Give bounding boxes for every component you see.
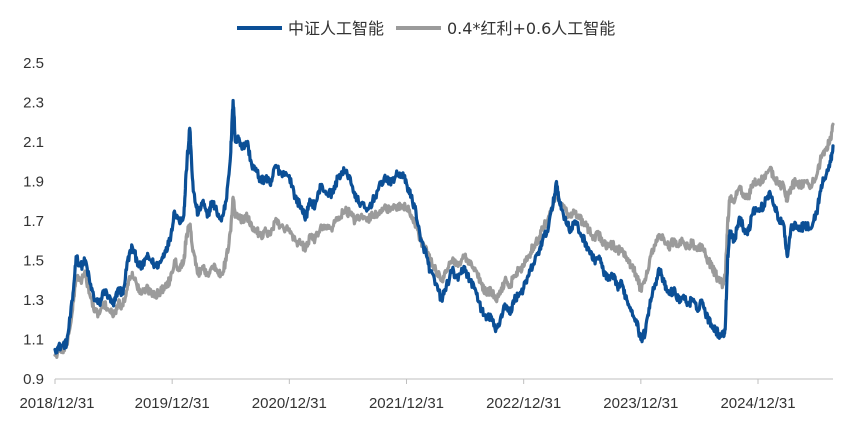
y-tick-label: 2.1 [23,134,44,151]
x-tick-label: 2020/12/31 [252,395,327,412]
x-axis: 2018/12/31 2019/12/31 2020/12/31 2021/12/31… [19,378,833,412]
x-tick-label: 2018/12/31 [19,395,94,412]
x-tick-label: 2023/12/31 [603,395,678,412]
y-axis: 0.9 1.1 1.3 1.5 1.7 1.9 2.1 2.3 2.5 [23,55,44,388]
series-line-blend [53,122,835,359]
y-tick-label: 1.5 [23,253,44,270]
y-tick-label: 2.5 [23,55,44,72]
x-tick-label: 2022/12/31 [486,395,561,412]
legend: 中证人工智能 0.4*红利+0.6人工智能 [237,19,615,38]
y-tick-label: 2.3 [23,95,44,112]
x-tick-label: 2024/12/31 [720,395,795,412]
y-tick-label: 1.7 [23,213,44,230]
y-tick-label: 0.9 [23,371,44,388]
legend-label-ai-index: 中证人工智能 [288,19,384,38]
x-tick-label: 2021/12/31 [369,395,444,412]
y-tick-label: 1.9 [23,174,44,191]
legend-label-blend: 0.4*红利+0.6人工智能 [447,19,615,38]
x-tick-label: 2019/12/31 [135,395,210,412]
y-tick-label: 1.1 [23,332,44,349]
series-line-ai-index [53,98,835,355]
y-tick-label: 1.3 [23,292,44,309]
series-layer [53,98,835,359]
